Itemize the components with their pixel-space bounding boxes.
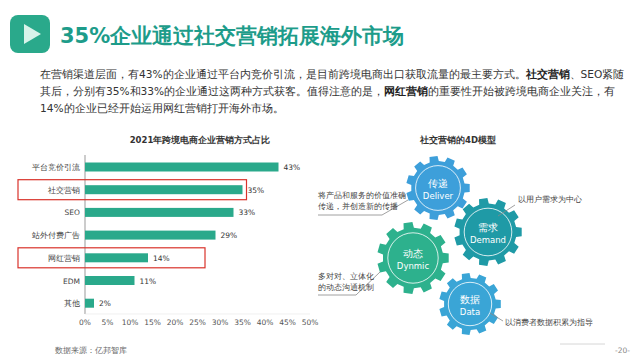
gear-node: 需求 Demand bbox=[454, 198, 521, 266]
diagram-title: 社交营销的4D模型 bbox=[419, 135, 496, 145]
gear-label: 传递 bbox=[428, 178, 448, 189]
gear-sublabel: Demand bbox=[470, 235, 506, 245]
chart-title: 2021年跨境电商企业营销方式占比 bbox=[130, 135, 271, 145]
header: 35%企业通过社交营销拓展海外市场 bbox=[10, 15, 404, 53]
node-description: 多对对、立体化 bbox=[318, 272, 374, 281]
source-note: 数据来源：亿邦智库 bbox=[55, 346, 127, 355]
data-label: 2% bbox=[99, 299, 111, 308]
data-label: 11% bbox=[140, 277, 157, 286]
node-description: 以消费者数据积累为指导 bbox=[505, 318, 593, 327]
diagram: 社交营销的4D模型传递Deliver将产品和服务的价值准确传递，并创造新的传播需… bbox=[317, 135, 593, 335]
leader-line bbox=[318, 200, 408, 215]
category-label: 社交营销 bbox=[48, 186, 80, 195]
gear-label: 需求 bbox=[478, 222, 498, 233]
paragraph: 在营销渠道层面，有43%的企业通过平台内竞价引流，是目前跨境电商出口获取流量的最… bbox=[40, 66, 628, 117]
data-label: 43% bbox=[284, 163, 301, 172]
x-tick-label: 30% bbox=[212, 318, 229, 327]
header-icon-play bbox=[24, 24, 41, 44]
highlight-box bbox=[18, 248, 205, 268]
bar bbox=[85, 163, 279, 172]
gear-node: 传递 Deliver bbox=[406, 156, 469, 220]
data-label: 29% bbox=[221, 231, 238, 240]
category-label: 其他 bbox=[64, 299, 80, 308]
x-tick-label: 20% bbox=[167, 318, 184, 327]
node-description: 的动态沟通机制 bbox=[318, 283, 374, 292]
bar bbox=[85, 185, 243, 194]
gear-ring bbox=[464, 208, 512, 256]
canvas: 35%企业通过社交营销拓展海外市场 2021年跨境电商企业营销方式占比 0% 5% 10… bbox=[0, 0, 640, 361]
x-tick-label: 10% bbox=[122, 318, 139, 327]
bar bbox=[85, 208, 234, 217]
bar-chart: 2021年跨境电商企业营销方式占比 0% 5% 10% 15% 20% 25% 30% 35% 4… bbox=[18, 135, 318, 327]
category-label: 网红营销 bbox=[48, 254, 80, 263]
gear-ring bbox=[448, 282, 491, 325]
gear-label: 数据 bbox=[460, 294, 480, 305]
x-tick-label: 45% bbox=[279, 318, 296, 327]
footer: 数据来源：亿邦智库 -20- bbox=[55, 344, 630, 355]
header-title: 35%企业通过社交营销拓展海外市场 bbox=[60, 24, 404, 48]
x-tick-label: 25% bbox=[189, 318, 206, 327]
leader-line bbox=[490, 313, 503, 321]
gear-ring bbox=[416, 166, 461, 211]
header-icon bbox=[10, 15, 50, 53]
gear-node: 动态 Dynmic bbox=[378, 222, 449, 294]
x-tick-label: 0% bbox=[79, 318, 91, 327]
gear-sublabel: Deliver bbox=[423, 191, 454, 201]
x-tick-label: 15% bbox=[144, 318, 161, 327]
gear bbox=[406, 156, 469, 220]
x-tick-label: 50% bbox=[302, 318, 319, 327]
node-description: 以用户需求为中心 bbox=[518, 195, 582, 204]
node-description: 传递，并创造新的传播 bbox=[318, 202, 398, 211]
gear-label: 动态 bbox=[403, 248, 423, 259]
bars bbox=[85, 163, 279, 308]
gear-sublabel: Data bbox=[460, 307, 480, 317]
gear bbox=[454, 198, 521, 266]
x-tick-label: 35% bbox=[234, 318, 251, 327]
node-description: 将产品和服务的价值准确 bbox=[317, 191, 406, 200]
gear-sublabel: Dynmic bbox=[397, 261, 430, 271]
paragraph-bold: 社交营销 bbox=[526, 68, 570, 80]
bar bbox=[85, 231, 216, 240]
gear-ring bbox=[388, 233, 438, 283]
gear-node: 数据 Data bbox=[439, 273, 500, 335]
footer-rule bbox=[560, 344, 605, 345]
x-tick-label: 40% bbox=[257, 318, 274, 327]
x-axis-line bbox=[85, 314, 310, 315]
highlight-box bbox=[18, 180, 247, 200]
slide: 35%企业通过社交营销拓展海外市场 2021年跨境电商企业营销方式占比 0% 5% 10… bbox=[0, 0, 640, 361]
data-label: 35% bbox=[248, 186, 265, 195]
category-label: EDM bbox=[63, 277, 80, 286]
paragraph-text: 在营销渠道层面，有43%的企业通过平台内竞价引流，是目前跨境电商出口获取流量的最… bbox=[40, 68, 526, 80]
page-number: -20- bbox=[615, 346, 630, 355]
gear bbox=[439, 273, 500, 335]
category-label: 平台竞价引流 bbox=[32, 163, 80, 172]
leader-line bbox=[318, 272, 380, 295]
category-label: 站外付费广告 bbox=[32, 231, 80, 240]
bar bbox=[85, 253, 148, 262]
data-label: 14% bbox=[153, 254, 170, 263]
category-label: SEO bbox=[65, 208, 80, 217]
data-label: 33% bbox=[239, 208, 256, 217]
gear bbox=[378, 222, 449, 294]
bar bbox=[85, 299, 94, 308]
leader-line bbox=[498, 205, 515, 216]
paragraph-bold: 网红营销 bbox=[384, 85, 428, 97]
x-tick-label: 5% bbox=[102, 318, 114, 327]
bar bbox=[85, 276, 135, 285]
